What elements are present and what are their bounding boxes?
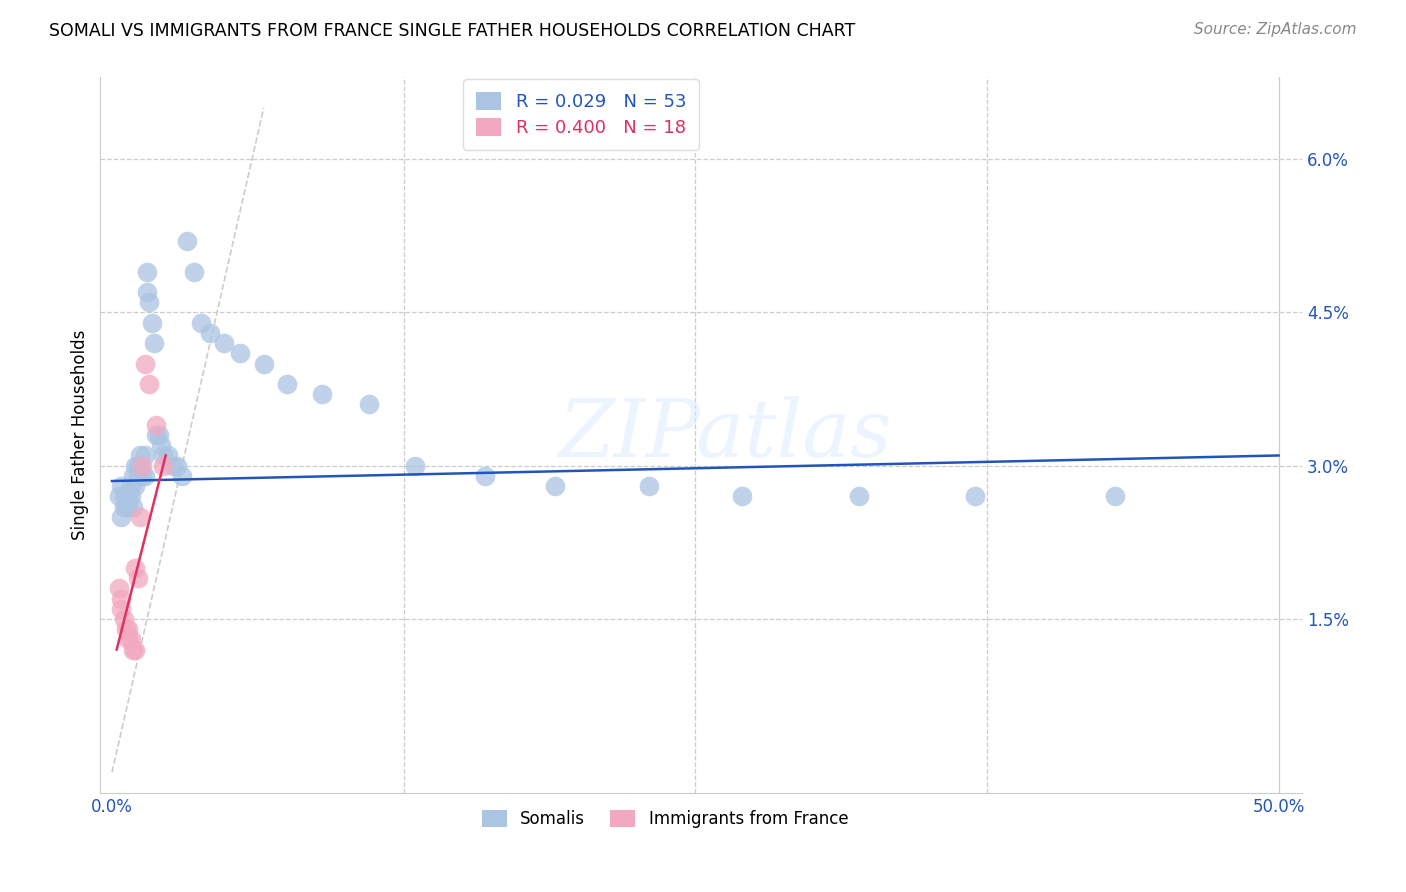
Point (134, 357, 156, 371)
Point (120, 479, 142, 493)
Point (637, 479, 659, 493)
Point (124, 642, 146, 657)
Point (134, 449, 156, 463)
Point (108, 582, 131, 596)
Point (965, 489, 987, 503)
Point (122, 500, 145, 514)
Point (311, 387, 333, 401)
Point (198, 326, 221, 340)
Text: ZIPatlas: ZIPatlas (558, 396, 891, 474)
Point (276, 376, 298, 391)
Point (117, 489, 139, 503)
Point (156, 449, 179, 463)
Point (145, 417, 167, 432)
Point (110, 591, 132, 606)
Point (129, 509, 152, 524)
Point (148, 428, 170, 442)
Point (166, 458, 188, 473)
Point (129, 458, 152, 473)
Point (138, 376, 160, 391)
Point (229, 346, 252, 360)
Point (357, 397, 380, 411)
Point (190, 316, 212, 330)
Point (848, 489, 870, 503)
Point (122, 469, 145, 483)
Point (124, 561, 146, 575)
Point (110, 601, 132, 615)
Point (110, 479, 132, 493)
Point (1104, 489, 1126, 503)
Point (129, 449, 152, 463)
Point (143, 336, 166, 351)
Point (136, 264, 159, 278)
Point (115, 489, 138, 503)
Point (112, 612, 135, 626)
Point (162, 458, 184, 473)
Point (112, 500, 135, 514)
Point (474, 469, 496, 483)
Point (122, 642, 145, 657)
Point (731, 489, 754, 503)
Point (141, 316, 163, 330)
Point (134, 469, 156, 483)
Point (117, 622, 139, 636)
Point (544, 479, 567, 493)
Point (253, 357, 276, 371)
Point (110, 509, 132, 524)
Point (120, 632, 142, 647)
Point (108, 489, 131, 503)
Point (117, 632, 139, 647)
Point (115, 622, 138, 636)
Point (124, 479, 146, 493)
Point (170, 469, 193, 483)
Point (152, 458, 174, 473)
Point (183, 264, 205, 278)
Point (127, 458, 149, 473)
Text: SOMALI VS IMMIGRANTS FROM FRANCE SINGLE FATHER HOUSEHOLDS CORRELATION CHART: SOMALI VS IMMIGRANTS FROM FRANCE SINGLE … (49, 22, 855, 40)
Point (136, 285, 159, 299)
Point (127, 571, 149, 585)
Point (131, 469, 153, 483)
Point (176, 234, 198, 248)
Y-axis label: Single Father Households: Single Father Households (72, 330, 89, 541)
Point (124, 458, 146, 473)
Point (120, 489, 142, 503)
Point (212, 336, 235, 351)
Text: Source: ZipAtlas.com: Source: ZipAtlas.com (1194, 22, 1357, 37)
Point (152, 449, 174, 463)
Point (115, 500, 138, 514)
Point (127, 469, 149, 483)
Point (145, 428, 167, 442)
Point (138, 295, 160, 310)
Point (150, 438, 173, 452)
Point (112, 489, 135, 503)
Point (117, 500, 139, 514)
Point (131, 458, 153, 473)
Point (404, 458, 426, 473)
Legend: Somalis, Immigrants from France: Somalis, Immigrants from France (475, 803, 855, 834)
